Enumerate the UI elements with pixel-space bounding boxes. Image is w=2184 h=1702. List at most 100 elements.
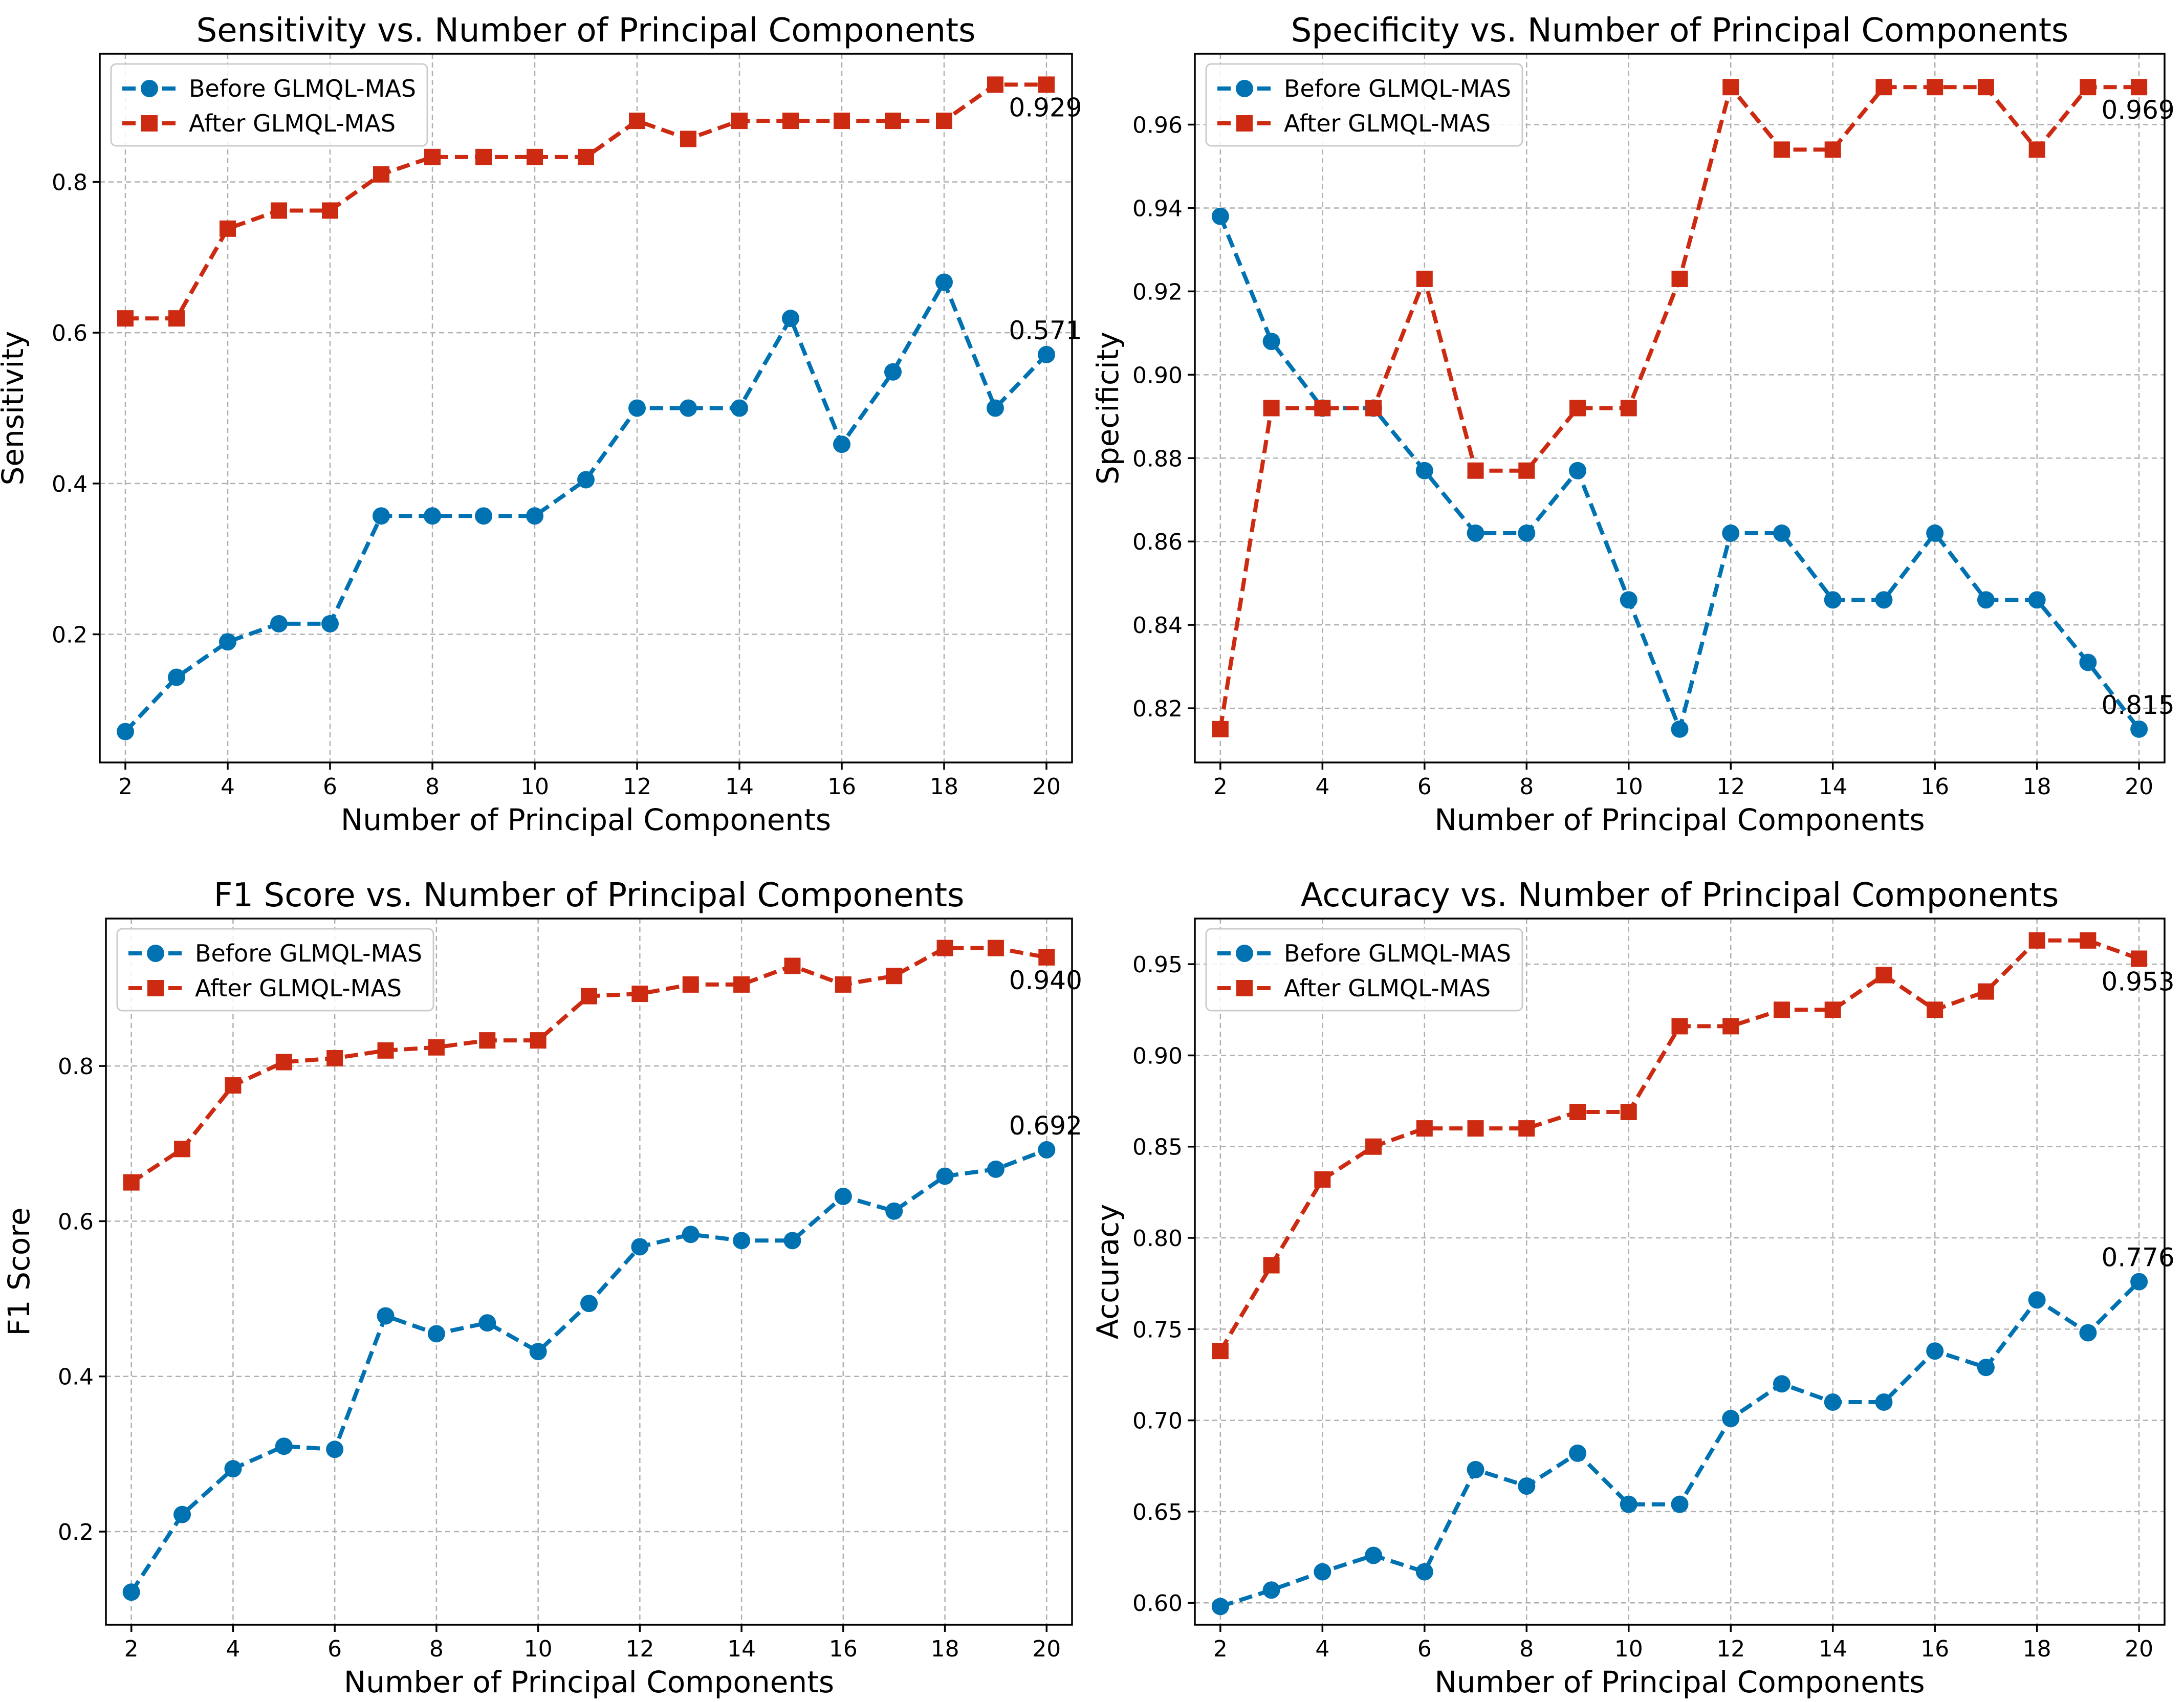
legend-label-before: Before GLMQL-MAS	[1284, 940, 1511, 967]
data-point-after	[1977, 79, 1994, 96]
data-point-before	[885, 1202, 903, 1220]
data-point-before	[1415, 462, 1433, 479]
data-point-before	[424, 507, 441, 525]
data-point-before	[782, 310, 799, 328]
x-tick-label: 14	[1819, 774, 1847, 800]
data-point-before	[526, 507, 543, 525]
data-point-before	[1569, 1444, 1587, 1462]
data-point-before	[529, 1343, 547, 1361]
data-point-after	[2080, 79, 2096, 96]
data-point-after	[834, 113, 850, 129]
data-point-after	[1824, 1001, 1841, 1018]
y-tick-label: 0.82	[1132, 696, 1183, 722]
data-point-after	[1977, 983, 1994, 1000]
data-point-before	[1824, 1393, 1842, 1411]
y-tick-label: 0.88	[1132, 446, 1183, 472]
legend-marker-after	[147, 980, 164, 996]
legend-label-before: Before GLMQL-MAS	[1284, 75, 1511, 102]
x-tick-label: 4	[221, 774, 235, 800]
x-tick-label: 10	[1614, 1636, 1643, 1662]
x-tick-label: 12	[623, 774, 651, 800]
data-point-before	[1875, 1393, 1893, 1411]
value-annotation: 0.571	[1009, 316, 1082, 345]
y-tick-label: 0.86	[1132, 529, 1183, 555]
data-point-after	[117, 310, 134, 327]
data-point-after	[578, 148, 594, 165]
data-point-after	[1927, 1001, 1943, 1018]
data-point-after	[1263, 1257, 1280, 1274]
chart-panel-4: 2 4 6 8 10 12 14 16 18 20 0.60 0.65 0.70 0.75 0.80 0.85…	[1090, 877, 2175, 1699]
value-annotation: 0.929	[1009, 93, 1082, 122]
data-point-before	[1773, 1375, 1790, 1393]
value-annotation: 0.815	[2102, 690, 2175, 720]
data-point-after	[936, 113, 952, 129]
y-tick-label: 0.95	[1132, 952, 1183, 978]
y-tick-label: 0.70	[1132, 1408, 1183, 1434]
data-point-after	[271, 202, 287, 219]
y-tick-label: 0.80	[1132, 1226, 1183, 1252]
data-point-before	[475, 507, 492, 525]
data-point-after	[682, 976, 699, 993]
data-point-before	[682, 1226, 700, 1243]
data-point-after	[1569, 400, 1586, 417]
x-tick-label: 18	[2023, 1636, 2051, 1662]
data-point-after	[527, 148, 543, 165]
data-point-after	[168, 310, 185, 327]
data-point-after	[1467, 462, 1484, 479]
y-tick-label: 0.2	[58, 1519, 94, 1545]
data-point-after	[1671, 270, 1688, 287]
y-tick-label: 0.4	[52, 471, 88, 497]
data-point-before	[168, 668, 185, 686]
value-annotation: 0.969	[2102, 95, 2175, 125]
legend-label-after: After GLMQL-MAS	[195, 974, 402, 1002]
data-point-after	[1416, 270, 1433, 287]
x-tick-label: 18	[930, 774, 958, 800]
data-point-after	[220, 220, 236, 237]
x-tick-label: 16	[1920, 1636, 1949, 1662]
data-point-after	[1212, 721, 1229, 737]
x-tick-label: 16	[829, 1636, 858, 1662]
legend-label-after: After GLMQL-MAS	[1284, 974, 1491, 1002]
data-point-before	[1518, 1477, 1536, 1495]
data-point-after	[987, 940, 1004, 956]
data-point-after	[1038, 76, 1055, 93]
data-point-before	[1722, 1410, 1740, 1428]
data-point-after	[2080, 932, 2096, 949]
data-point-before	[680, 399, 697, 417]
plot-frame	[99, 53, 1073, 763]
chart-title: Sensitivity vs. Number of Principal Comp…	[196, 12, 976, 50]
legend-marker-before	[147, 945, 164, 962]
x-tick-label: 10	[524, 1636, 553, 1662]
data-point-after	[275, 1054, 292, 1071]
y-tick-label: 0.8	[52, 169, 88, 195]
data-point-before	[884, 363, 902, 381]
plot-frame	[1194, 918, 2166, 1626]
x-tick-label: 10	[1614, 774, 1643, 800]
data-point-after	[2131, 950, 2148, 967]
data-point-before	[1722, 524, 1740, 542]
data-point-after	[1927, 79, 1943, 96]
data-point-after	[377, 1042, 394, 1059]
data-point-before	[1467, 1460, 1484, 1478]
data-point-before	[1211, 207, 1229, 225]
y-tick-label: 0.4	[58, 1364, 94, 1390]
x-tick-label: 20	[1032, 1636, 1061, 1662]
y-tick-label: 0.85	[1132, 1134, 1183, 1161]
x-tick-label: 12	[1716, 774, 1745, 800]
x-tick-label: 8	[1519, 774, 1534, 800]
data-point-after	[1620, 400, 1637, 417]
data-point-before	[377, 1307, 395, 1325]
chart-panel-1: 2 4 6 8 10 12 14 16 18 20 0.2 0.4 0.6 0.8 0.929 0.571 Be…	[0, 12, 1082, 837]
legend-marker-before	[141, 80, 158, 97]
legend-marker-before	[1236, 945, 1253, 962]
data-point-after	[475, 148, 492, 165]
data-point-before	[326, 1441, 344, 1458]
plot-frame	[1194, 53, 2166, 763]
y-axis-label: Specificity	[1090, 332, 1125, 485]
data-point-before	[731, 399, 748, 417]
data-point-before	[427, 1325, 445, 1343]
x-tick-label: 14	[727, 1636, 756, 1662]
legend-label-before: Before GLMQL-MAS	[195, 940, 422, 967]
x-tick-label: 12	[625, 1636, 654, 1662]
